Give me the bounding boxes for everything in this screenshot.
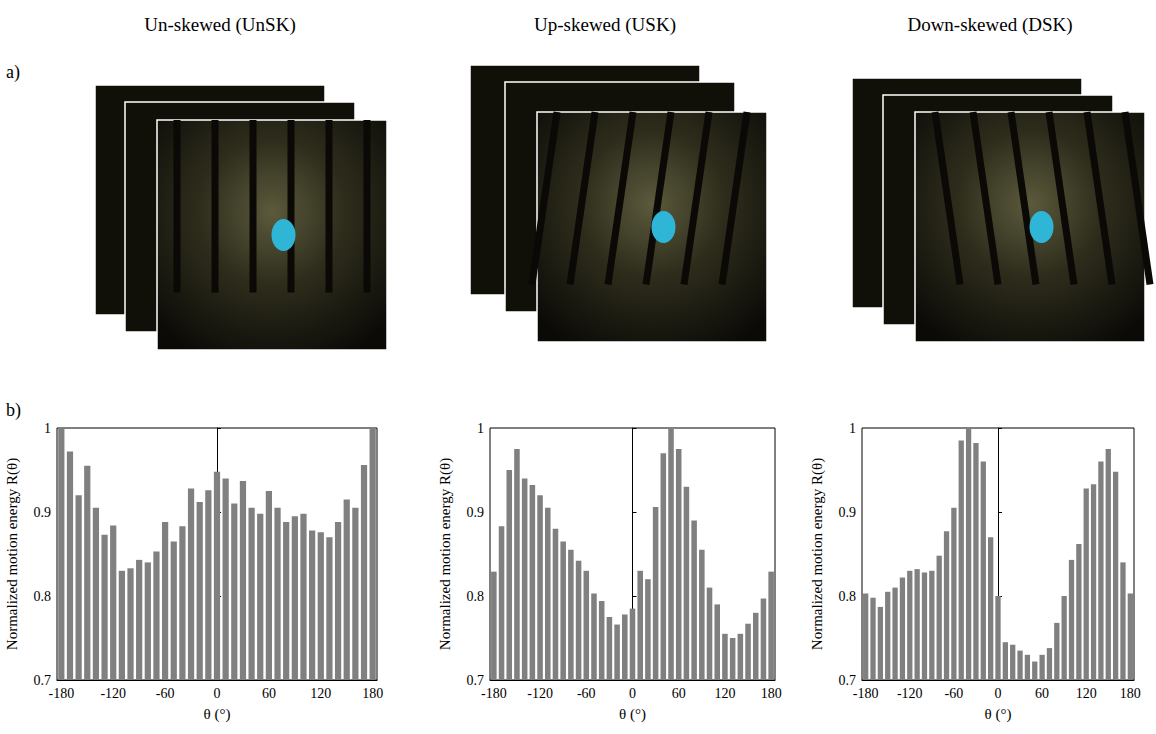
svg-text:-180: -180 [48, 686, 74, 701]
svg-text:Normalized motion energy R(θ): Normalized motion energy R(θ) [809, 458, 826, 650]
html-text:b): b) [6, 400, 21, 420]
svg-text:-180: -180 [853, 686, 879, 701]
html-text:Up-skewed (USK): Up-skewed (USK) [534, 14, 676, 35]
svg-text:1: 1 [477, 421, 484, 436]
svg-text:1: 1 [44, 421, 51, 436]
svg-text:120: 120 [714, 686, 735, 701]
svg-text:180: 180 [761, 686, 782, 701]
html-text:Down-skewed (DSK): Down-skewed (DSK) [907, 14, 1073, 35]
html-text:a): a) [6, 62, 20, 82]
svg-text:60: 60 [672, 686, 686, 701]
svg-text:0.9: 0.9 [34, 505, 52, 520]
svg-text:0.7: 0.7 [466, 672, 484, 688]
svg-text:θ (°): θ (°) [985, 706, 1012, 723]
svg-text:0.9: 0.9 [839, 505, 857, 520]
svg-text:120: 120 [310, 686, 331, 701]
svg-text:60: 60 [262, 686, 276, 701]
svg-text:-60: -60 [945, 686, 964, 701]
svg-text:0.7: 0.7 [838, 672, 856, 688]
svg-text:60: 60 [1035, 686, 1049, 701]
svg-text:Normalized motion energy R(θ): Normalized motion energy R(θ) [437, 458, 454, 650]
svg-text:0: 0 [214, 686, 221, 701]
svg-text:-180: -180 [481, 686, 507, 701]
svg-text:Normalized motion energy R(θ): Normalized motion energy R(θ) [4, 458, 21, 650]
svg-text:0.9: 0.9 [467, 505, 485, 520]
svg-text:-120: -120 [100, 686, 126, 701]
svg-text:-120: -120 [527, 686, 553, 701]
html-text:Un-skewed (UnSK): Un-skewed (UnSK) [144, 14, 296, 35]
svg-text:0.8: 0.8 [467, 589, 485, 604]
svg-text:1: 1 [849, 421, 856, 436]
svg-text:0: 0 [995, 686, 1002, 701]
svg-text:0: 0 [629, 686, 636, 701]
svg-text:0.8: 0.8 [34, 589, 52, 604]
svg-text:120: 120 [1076, 686, 1097, 701]
svg-text:180: 180 [1120, 686, 1141, 701]
svg-text:0.8: 0.8 [839, 589, 857, 604]
svg-text:-60: -60 [577, 686, 596, 701]
svg-text:-60: -60 [156, 686, 175, 701]
svg-text:180: 180 [362, 686, 383, 701]
svg-text:θ (°): θ (°) [204, 706, 231, 723]
svg-text:0.7: 0.7 [33, 672, 51, 688]
svg-text:-120: -120 [897, 686, 923, 701]
svg-text:θ (°): θ (°) [619, 706, 646, 723]
